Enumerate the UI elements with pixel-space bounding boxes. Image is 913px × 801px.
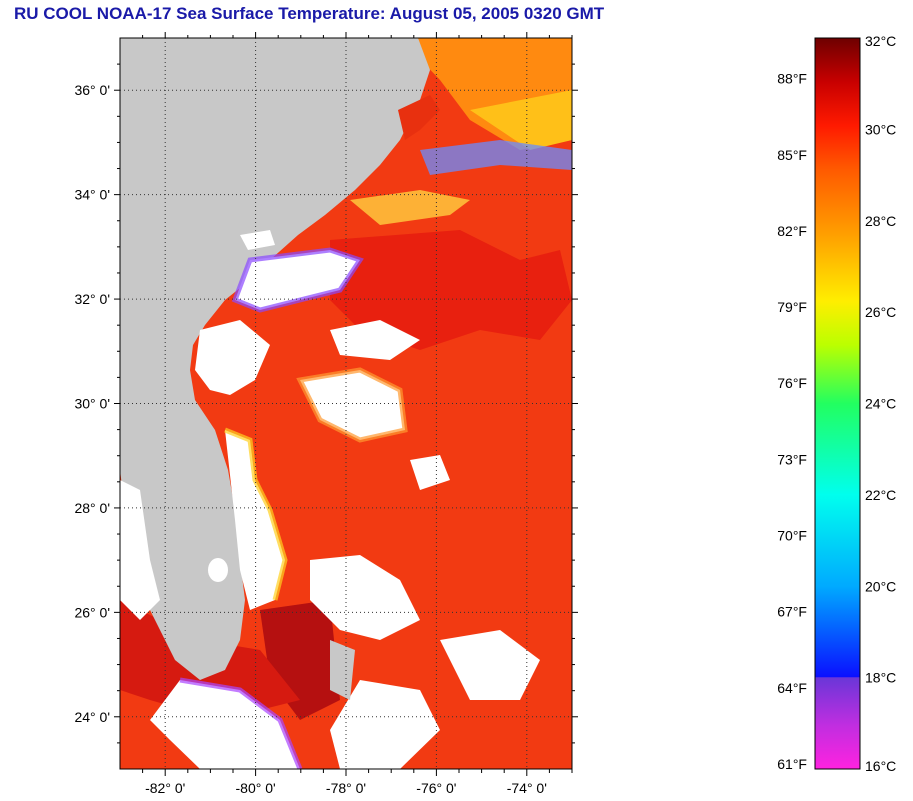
longitude-labels: -82° 0' -80° 0' -78° 0' -76° 0' -74° 0' — [145, 780, 547, 796]
northeast-cooler-water — [470, 90, 572, 150]
celsius-label: 32°C — [865, 33, 896, 49]
lon-tick-label: -76° 0' — [416, 780, 456, 796]
lon-tick-label: -74° 0' — [507, 780, 547, 796]
colorbar: 32°C 30°C 28°C 26°C 24°C 22°C 20°C 18°C 16°C 88°… — [777, 33, 896, 774]
fahrenheit-label: 70°F — [777, 527, 807, 543]
lat-tick-label: 24° 0' — [74, 709, 110, 725]
cold-fringe — [179, 247, 408, 769]
shelf-front — [350, 190, 470, 225]
fahrenheit-label: 85°F — [777, 147, 807, 163]
celsius-label: 22°C — [865, 487, 896, 503]
lat-tick-label: 36° 0' — [74, 82, 110, 98]
frontal-cool-band — [420, 140, 572, 175]
celsius-label: 16°C — [865, 758, 896, 774]
graticule — [114, 32, 578, 776]
lat-tick-label: 28° 0' — [74, 500, 110, 516]
lat-tick-label: 26° 0' — [74, 604, 110, 620]
lon-tick-label: -80° 0' — [236, 780, 276, 796]
fahrenheit-label: 73°F — [777, 451, 807, 467]
celsius-label: 24°C — [865, 396, 896, 412]
celsius-label: 28°C — [865, 213, 896, 229]
map-title: RU COOL NOAA-17 Sea Surface Temperature:… — [14, 4, 605, 23]
fahrenheit-label: 76°F — [777, 375, 807, 391]
colorbar-gradient — [814, 37, 861, 770]
fahrenheit-label: 82°F — [777, 223, 807, 239]
latitude-labels: 36° 0' 34° 0' 32° 0' 30° 0' 28° 0' 26° 0' 24° … — [74, 82, 110, 725]
lon-tick-label: -82° 0' — [145, 780, 185, 796]
lon-tick-label: -78° 0' — [326, 780, 366, 796]
fahrenheit-label: 61°F — [777, 756, 807, 772]
celsius-label: 20°C — [865, 578, 896, 594]
fahrenheit-label: 79°F — [777, 299, 807, 315]
celsius-label: 26°C — [865, 304, 896, 320]
lat-tick-label: 30° 0' — [74, 396, 110, 412]
lat-tick-label: 34° 0' — [74, 187, 110, 203]
fahrenheit-labels: 88°F 85°F 82°F 79°F 76°F 73°F 70°F 67°F 64°F 61°F — [777, 71, 807, 772]
celsius-label: 30°C — [865, 121, 896, 137]
fahrenheit-label: 88°F — [777, 71, 807, 87]
celsius-labels: 32°C 30°C 28°C 26°C 24°C 22°C 20°C 18°C 16°C — [865, 33, 896, 774]
pamlico-sound — [398, 95, 440, 140]
celsius-label: 18°C — [865, 670, 896, 686]
warm-water-patch — [330, 230, 572, 350]
fahrenheit-label: 64°F — [777, 680, 807, 696]
land-us-southeast — [120, 38, 430, 680]
fahrenheit-label: 67°F — [777, 604, 807, 620]
lat-tick-label: 32° 0' — [74, 291, 110, 307]
